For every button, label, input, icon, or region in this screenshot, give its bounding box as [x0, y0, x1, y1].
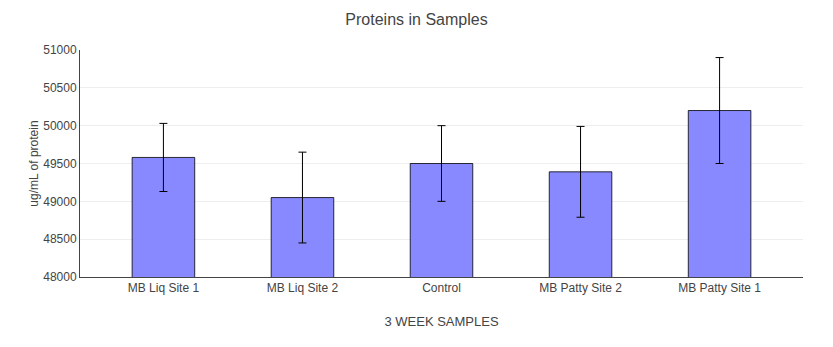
svg-text:Control: Control	[422, 281, 461, 295]
svg-text:48000: 48000	[43, 270, 77, 284]
svg-text:50500: 50500	[43, 81, 77, 95]
svg-text:MB Patty Site 1: MB Patty Site 1	[678, 281, 761, 295]
svg-text:3 WEEK SAMPLES: 3 WEEK SAMPLES	[384, 314, 498, 329]
svg-text:48500: 48500	[43, 232, 77, 246]
svg-text:ug/mL of protein: ug/mL of protein	[27, 120, 41, 206]
svg-text:Proteins in Samples: Proteins in Samples	[345, 11, 487, 28]
svg-text:50000: 50000	[43, 119, 77, 133]
svg-text:51000: 51000	[43, 43, 77, 57]
svg-text:MB Liq Site 1: MB Liq Site 1	[128, 281, 200, 295]
svg-text:MB Patty Site 2: MB Patty Site 2	[539, 281, 622, 295]
svg-text:MB Liq Site 2: MB Liq Site 2	[267, 281, 339, 295]
svg-text:49000: 49000	[43, 195, 77, 209]
svg-text:49500: 49500	[43, 157, 77, 171]
